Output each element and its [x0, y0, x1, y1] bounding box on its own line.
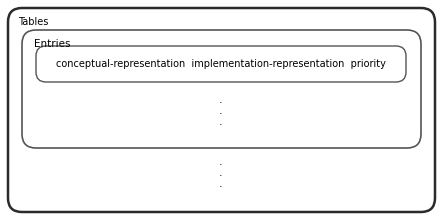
Text: Entries: Entries [34, 39, 70, 49]
Text: .: . [219, 179, 223, 189]
Text: .: . [219, 168, 223, 178]
Text: conceptual-representation  implementation-representation  priority: conceptual-representation implementation… [56, 59, 386, 69]
Text: .: . [219, 117, 223, 127]
Text: .: . [219, 95, 223, 105]
Text: .: . [219, 157, 223, 167]
FancyBboxPatch shape [22, 30, 421, 148]
Text: .: . [219, 106, 223, 116]
Text: Tables: Tables [18, 17, 48, 27]
FancyBboxPatch shape [36, 46, 406, 82]
FancyBboxPatch shape [8, 8, 435, 212]
